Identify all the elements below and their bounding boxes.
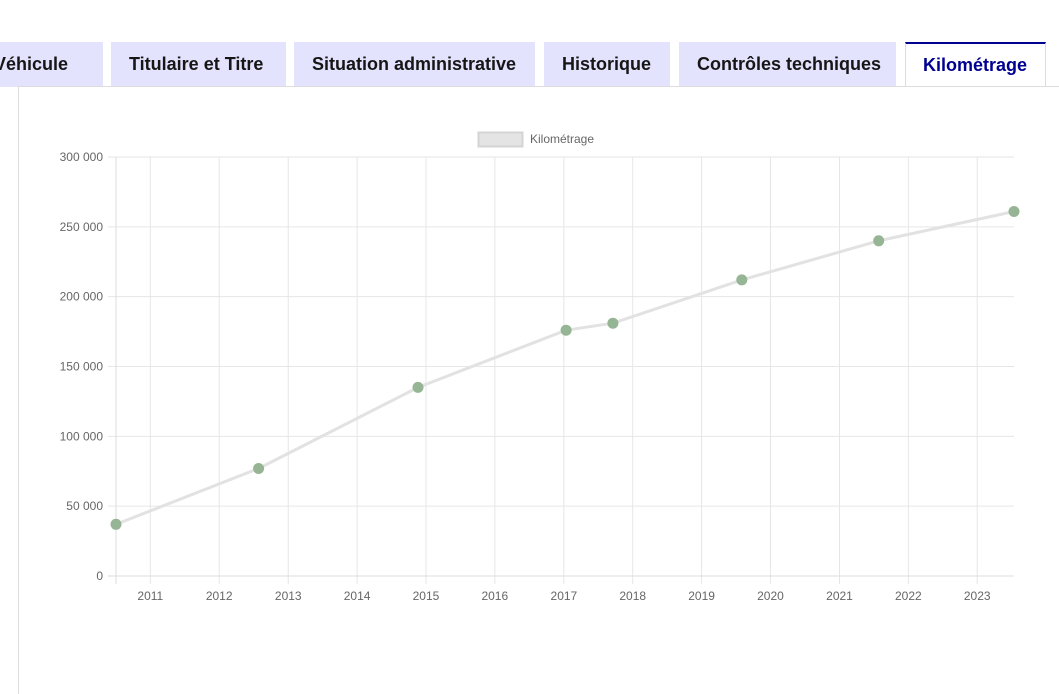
y-tick-label: 0 [96, 569, 103, 583]
mileage-chart-svg: 0 50 000 100 000 150 000 200 000 250 000 300 0… [60, 131, 1020, 603]
tab-label: Titulaire et Titre [129, 54, 264, 74]
x-tick-label: 2014 [344, 589, 371, 603]
mileage-chart: 0 50 000 100 000 150 000 200 000 250 000 300 0… [0, 86, 1059, 694]
x-tick-label: 2021 [826, 589, 853, 603]
legend-swatch [477, 131, 524, 148]
data-point [412, 381, 424, 393]
x-tick-label: 2013 [275, 589, 302, 603]
x-tick-label: 2012 [206, 589, 233, 603]
tab-kilometrage[interactable]: Kilométrage [905, 42, 1046, 88]
tab-label: Historique [562, 54, 652, 74]
y-tick-label: 100 000 [60, 429, 104, 443]
tab-vehicule[interactable]: Véhicule [0, 42, 103, 87]
data-point [736, 274, 748, 286]
tab-situation-administrative[interactable]: Situation administrative [294, 42, 535, 87]
legend-label: Kilométrage [530, 132, 594, 146]
x-tick-label: 2023 [964, 589, 991, 603]
x-tick-label: 2020 [757, 589, 784, 603]
data-point [560, 324, 572, 336]
tab-historique[interactable]: Historique [544, 42, 670, 87]
data-point [110, 518, 122, 530]
x-tick-label: 2011 [137, 589, 163, 603]
tab-label: Véhicule [0, 54, 69, 74]
tab-titulaire-et-titre[interactable]: Titulaire et Titre [111, 42, 286, 87]
data-point [873, 235, 885, 247]
tab-label: Kilométrage [923, 55, 1028, 75]
x-tick-label: 2022 [895, 589, 922, 603]
y-tick-label: 50 000 [66, 499, 103, 513]
x-tick-label: 2016 [481, 589, 508, 603]
x-tick-label: 2019 [688, 589, 715, 603]
y-tick-label: 250 000 [60, 220, 104, 234]
x-tick-label: 2015 [413, 589, 440, 603]
data-point [1008, 206, 1020, 217]
tab-panel [18, 86, 1059, 694]
data-point [253, 463, 265, 474]
data-point [607, 317, 619, 329]
x-tick-label: 2017 [551, 589, 578, 603]
tab-bar: Véhicule Titulaire et Titre Situation ad… [0, 42, 1059, 88]
tab-label: Situation administrative [312, 54, 517, 74]
tab-controles-techniques[interactable]: Contrôles techniques [679, 42, 896, 87]
y-tick-label: 150 000 [60, 360, 104, 374]
x-tick-label: 2018 [619, 589, 646, 603]
y-tick-label: 300 000 [60, 150, 104, 164]
tab-label: Contrôles techniques [697, 54, 882, 74]
series-line [115, 210, 1015, 526]
y-tick-label: 200 000 [60, 290, 104, 304]
